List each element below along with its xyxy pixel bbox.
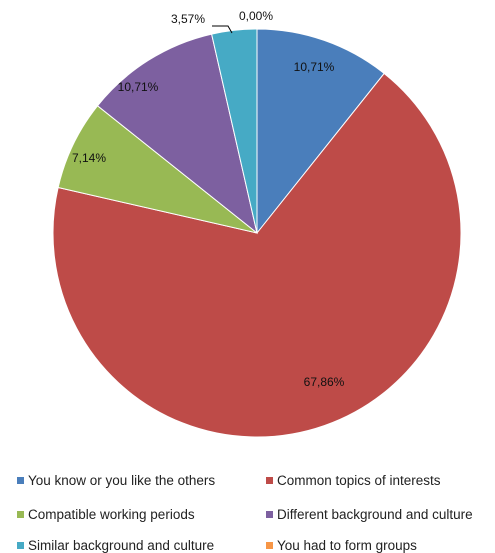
pie-slice: [52, 72, 462, 438]
leader-line: [212, 25, 233, 34]
data-label: 3,57%: [171, 12, 205, 26]
pie-slice: [256, 28, 385, 235]
pie-slice: [211, 28, 258, 234]
data-label: 10,71%: [294, 60, 335, 74]
data-label: 67,86%: [304, 375, 345, 389]
data-label: 10,71%: [118, 80, 159, 94]
pie-slice: [96, 33, 258, 235]
data-label: 7,14%: [72, 151, 106, 165]
data-label: 0,00%: [239, 9, 273, 23]
